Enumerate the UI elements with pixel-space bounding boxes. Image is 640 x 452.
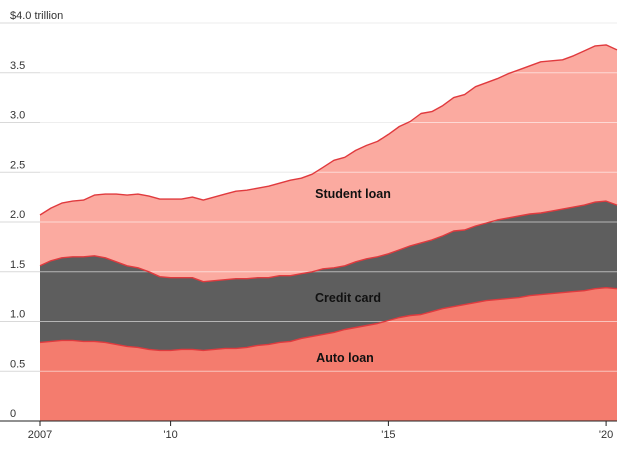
y-axis-tick-labels: 0 0.5 1.0 1.5 2.0 2.5 3.0 3.5 $4.0 trillion	[10, 10, 63, 420]
area-credit-card	[40, 201, 617, 351]
x-tick-label-3: '20	[599, 429, 613, 441]
line-student-loan	[39, 44, 618, 216]
series-label-credit-card: Credit card	[315, 291, 381, 305]
y-tick-label-8: $4.0 trillion	[10, 10, 63, 22]
y-tick-label-7: 3.5	[10, 60, 25, 72]
y-tick-label-1: 0.5	[10, 358, 25, 370]
y-tick-label-3: 1.5	[10, 259, 25, 271]
series-label-auto-loan: Auto loan	[316, 351, 374, 365]
line-credit-card	[39, 200, 618, 283]
x-axis-tick-labels: 2007 '10 '15 '20	[28, 429, 614, 441]
x-tick-label-2: '15	[381, 429, 395, 441]
series-outlines	[39, 44, 618, 352]
y-tick-label-6: 3.0	[10, 110, 25, 122]
line-auto-loan	[39, 287, 618, 352]
series-labels: Student loan Credit card Auto loan	[315, 187, 391, 365]
axes	[0, 420, 617, 426]
y-tick-label-5: 2.5	[10, 159, 25, 171]
y-tick-label-4: 2.0	[10, 209, 25, 221]
area-student-loan	[40, 44, 617, 282]
y-tick-label-2: 1.0	[10, 309, 25, 321]
x-tick-label-0: 2007	[28, 429, 52, 441]
gridlines-overlay	[40, 22, 617, 372]
y-tick-label-0: 0	[10, 408, 16, 420]
series-label-student-loan: Student loan	[315, 187, 391, 201]
x-tick-label-1: '10	[163, 429, 177, 441]
